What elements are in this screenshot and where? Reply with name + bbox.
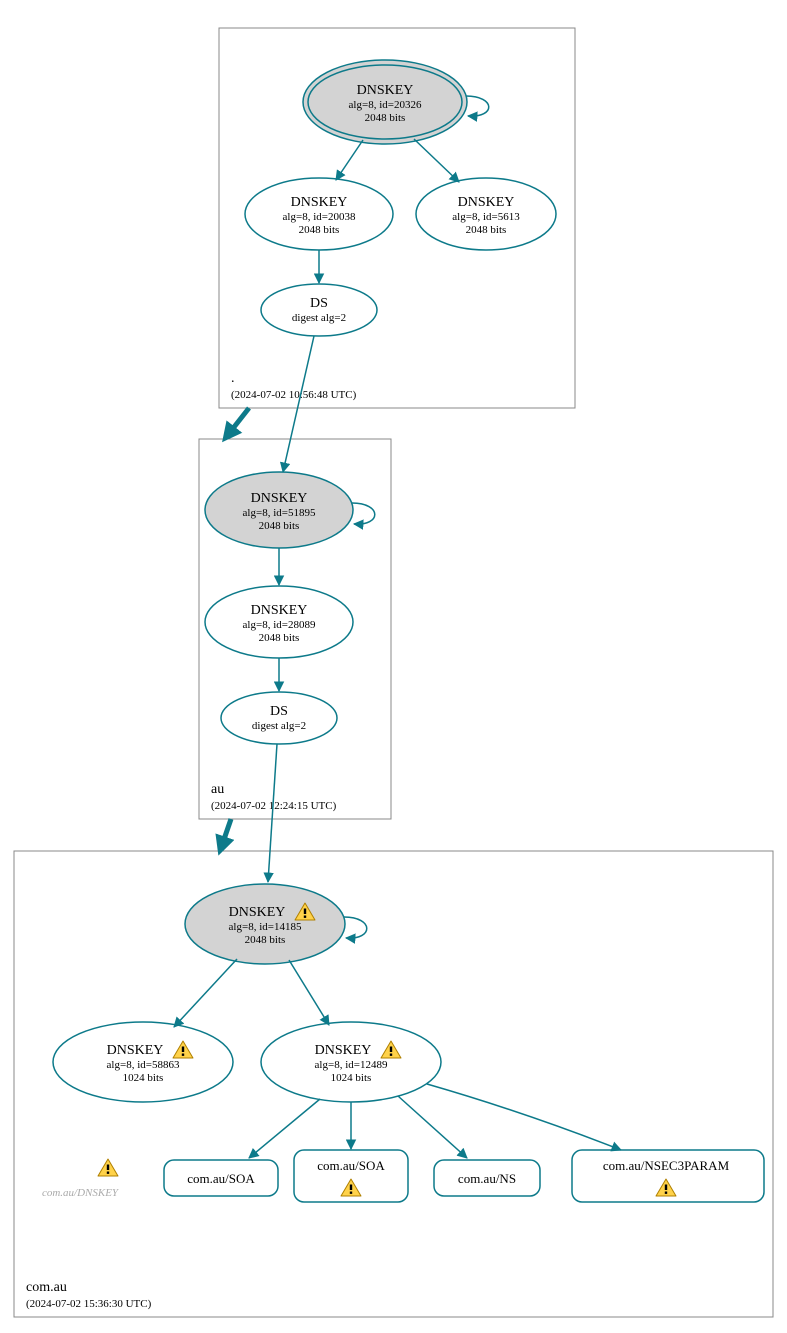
svg-text:com.au/NS: com.au/NS: [458, 1171, 516, 1186]
node-root-ksk: DNSKEY alg=8, id=20326 2048 bits: [303, 60, 467, 144]
svg-text:alg=8, id=5613: alg=8, id=5613: [452, 211, 520, 223]
edge-comau-ksk-self: [344, 917, 367, 938]
dnssec-diagram: . (2024-07-02 10:56:48 UTC) au (2024-07-…: [0, 0, 787, 1333]
edge-zsk2-ns: [398, 1096, 467, 1158]
zone-comau-box: [14, 851, 773, 1317]
node-root-ds: DS digest alg=2: [261, 284, 377, 336]
svg-text:DNSKEY: DNSKEY: [458, 195, 515, 210]
svg-text:alg=8, id=51895: alg=8, id=51895: [243, 507, 316, 519]
zone-comau-timestamp: (2024-07-02 15:36:30 UTC): [26, 1298, 152, 1310]
svg-text:alg=8, id=12489: alg=8, id=12489: [315, 1059, 388, 1071]
svg-text:DNSKEY: DNSKEY: [315, 1043, 372, 1058]
rrset-nsec3: com.au/NSEC3PARAM: [572, 1150, 764, 1202]
svg-text:com.au/NSEC3PARAM: com.au/NSEC3PARAM: [603, 1158, 730, 1173]
rrset-soa1: com.au/SOA: [164, 1160, 278, 1196]
node-root-zsk2: DNSKEY alg=8, id=5613 2048 bits: [416, 178, 556, 250]
svg-text:DNSKEY: DNSKEY: [357, 83, 414, 98]
svg-text:alg=8, id=58863: alg=8, id=58863: [107, 1059, 180, 1071]
edge-zsk2-nsec3: [427, 1084, 621, 1150]
edge-root-to-au-zone: [227, 408, 249, 436]
edge-rootksk-zsk2: [414, 139, 459, 182]
node-comau-ksk: DNSKEY alg=8, id=14185 2048 bits: [185, 884, 345, 964]
svg-text:DNSKEY: DNSKEY: [291, 195, 348, 210]
svg-text:com.au/DNSKEY: com.au/DNSKEY: [42, 1187, 120, 1199]
svg-text:1024 bits: 1024 bits: [123, 1072, 164, 1084]
svg-text:alg=8, id=14185: alg=8, id=14185: [229, 921, 302, 933]
node-au-zsk: DNSKEY alg=8, id=28089 2048 bits: [205, 586, 353, 658]
svg-text:2048 bits: 2048 bits: [466, 224, 507, 236]
svg-text:alg=8, id=20038: alg=8, id=20038: [283, 211, 356, 223]
svg-text:digest alg=2: digest alg=2: [292, 312, 346, 324]
edge-comauksk-zsk1: [174, 959, 237, 1027]
svg-text:2048 bits: 2048 bits: [259, 632, 300, 644]
svg-text:2048 bits: 2048 bits: [259, 520, 300, 532]
zone-au-label: au: [211, 782, 224, 797]
svg-text:1024 bits: 1024 bits: [331, 1072, 372, 1084]
svg-text:alg=8, id=28089: alg=8, id=28089: [243, 619, 316, 631]
svg-text:DNSKEY: DNSKEY: [229, 905, 286, 920]
svg-text:DNSKEY: DNSKEY: [107, 1043, 164, 1058]
svg-text:com.au/SOA: com.au/SOA: [317, 1158, 385, 1173]
svg-text:2048 bits: 2048 bits: [299, 224, 340, 236]
rrset-soa2: com.au/SOA: [294, 1150, 408, 1202]
ghost-comau-dnskey: com.au/DNSKEY: [42, 1159, 120, 1199]
warning-icon: [173, 1041, 193, 1058]
node-comau-zsk1: DNSKEY alg=8, id=58863 1024 bits: [53, 1022, 233, 1102]
svg-text:DS: DS: [310, 296, 328, 311]
node-au-ds: DS digest alg=2: [221, 692, 337, 744]
edge-au-to-comau-zone: [221, 819, 231, 848]
svg-text:digest alg=2: digest alg=2: [252, 720, 306, 732]
node-root-zsk1: DNSKEY alg=8, id=20038 2048 bits: [245, 178, 393, 250]
svg-text:2048 bits: 2048 bits: [365, 112, 406, 124]
svg-text:alg=8, id=20326: alg=8, id=20326: [349, 99, 422, 111]
edge-rootds-auksk: [283, 336, 314, 472]
edge-comauksk-zsk2: [289, 960, 329, 1025]
node-comau-zsk2: DNSKEY alg=8, id=12489 1024 bits: [261, 1022, 441, 1102]
edge-rootksk-zsk1: [336, 140, 363, 180]
svg-text:DNSKEY: DNSKEY: [251, 491, 308, 506]
svg-text:2048 bits: 2048 bits: [245, 934, 286, 946]
edge-root-ksk-self: [466, 96, 489, 116]
svg-text:DS: DS: [270, 704, 288, 719]
zone-root-label: .: [231, 371, 235, 386]
zone-comau-label: com.au: [26, 1280, 67, 1295]
zone-root-timestamp: (2024-07-02 10:56:48 UTC): [231, 389, 357, 401]
warning-icon: [98, 1159, 118, 1176]
edge-auds-comauksk: [268, 744, 277, 882]
svg-text:DNSKEY: DNSKEY: [251, 603, 308, 618]
rrset-ns: com.au/NS: [434, 1160, 540, 1196]
edge-zsk2-soa1: [249, 1099, 320, 1158]
edge-au-ksk-self: [352, 503, 375, 524]
svg-text:com.au/SOA: com.au/SOA: [187, 1171, 255, 1186]
node-au-ksk: DNSKEY alg=8, id=51895 2048 bits: [205, 472, 353, 548]
warning-icon: [381, 1041, 401, 1058]
